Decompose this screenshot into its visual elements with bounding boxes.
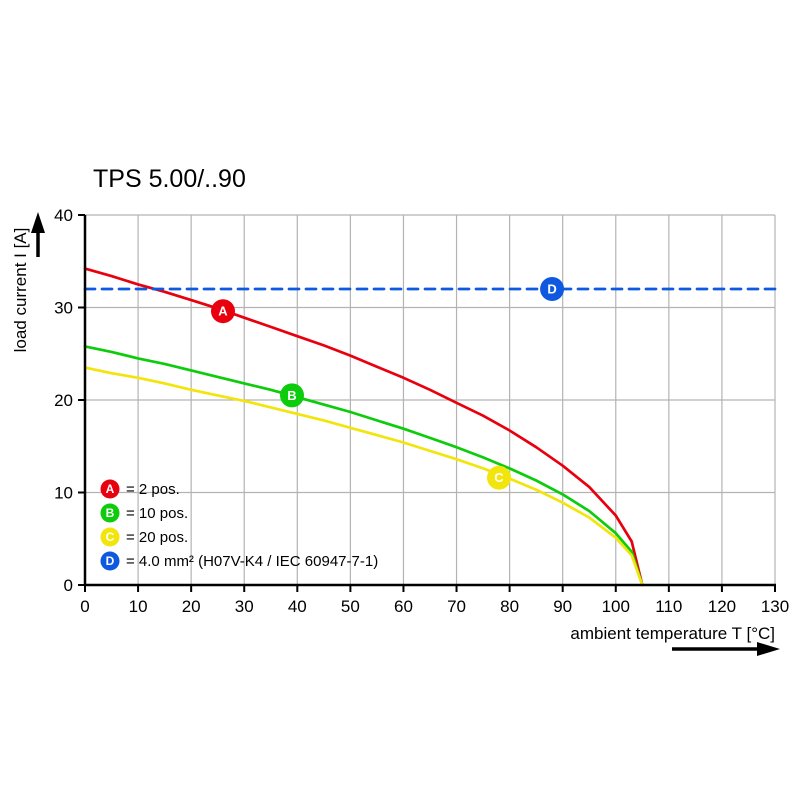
legend-item-label: = 20 pos. — [126, 529, 188, 546]
y-tick-label: 10 — [54, 484, 73, 503]
y-tick-label: 0 — [64, 576, 73, 595]
axes-layer — [31, 212, 780, 656]
y-tick-label: 20 — [54, 391, 73, 410]
legend-swatch-D — [100, 551, 120, 571]
legend-item-C: C = 20 pos. — [100, 527, 188, 547]
series-marker-A — [211, 299, 235, 324]
series-curve-C — [83, 366, 644, 587]
legend-swatch-C — [100, 527, 120, 547]
legend-item-label: = 4.0 mm² (H07V-K4 / IEC 60947-7-1) — [126, 553, 378, 570]
x-tick-label: 50 — [341, 597, 360, 616]
series-marker-D — [540, 277, 565, 301]
x-tick-label: 100 — [602, 597, 630, 616]
chart-title: TPS 5.00/..90 — [93, 165, 246, 193]
series-curve-B — [83, 345, 644, 587]
series-marker-B — [280, 383, 304, 408]
legend-swatch-B — [100, 503, 120, 523]
y-axis-label: load current I [A] — [11, 228, 30, 353]
legend-item-D: D = 4.0 mm² (H07V-K4 / IEC 60947-7-1) — [100, 551, 378, 571]
x-tick-label: 110 — [655, 597, 682, 616]
legend-key-letter: B — [106, 506, 115, 520]
x-tick-label: 70 — [447, 597, 466, 616]
x-tick-label: 120 — [708, 597, 736, 616]
x-tick-label: 90 — [553, 597, 572, 616]
x-tick-label: 20 — [182, 597, 201, 616]
legend-key-letter: A — [106, 482, 115, 496]
series-marker-C — [487, 465, 511, 490]
x-tick-label: 30 — [235, 597, 254, 616]
legend-item-label: = 2 pos. — [126, 481, 180, 498]
x-tick-label: 0 — [80, 597, 89, 616]
series-marker-letter-D: D — [547, 282, 556, 297]
series-marker-letter-C: C — [494, 470, 504, 485]
tick-labels-layer: 0 10 20 30 40 50 60 70 80 90 100 110 120 130 0 10 20 30 40 — [54, 206, 789, 616]
grid-layer — [85, 214, 776, 585]
x-tick-label: 40 — [288, 597, 307, 616]
y-axis-arrow-head — [31, 212, 45, 233]
curves-layer — [83, 267, 777, 587]
legend-item-label: = 10 pos. — [126, 505, 188, 522]
markers-layer: A B C D — [211, 277, 565, 490]
y-tick-label: 30 — [54, 299, 73, 318]
x-tick-label: 10 — [129, 597, 148, 616]
legend-key-letter: C — [106, 530, 115, 544]
x-tick-label: 60 — [394, 597, 413, 616]
series-marker-letter-A: A — [218, 304, 228, 319]
y-tick-label: 40 — [54, 206, 73, 225]
x-axis-arrow-head — [757, 642, 780, 656]
x-tick-label: 80 — [500, 597, 519, 616]
series-marker-letter-B: B — [287, 388, 296, 403]
legend-key-letter: D — [106, 554, 115, 568]
legend-item-B: B = 10 pos. — [100, 503, 188, 523]
legend-item-A: A = 2 pos. — [100, 479, 180, 499]
series-curve-A — [83, 267, 644, 587]
x-axis-label: ambient temperature T [°C] — [570, 624, 775, 643]
legend-swatch-A — [100, 479, 120, 499]
x-tick-label: 130 — [761, 597, 789, 616]
legend: A = 2 pos. B = 10 pos. C = 20 pos. D = 4.0 mm² … — [100, 479, 378, 571]
